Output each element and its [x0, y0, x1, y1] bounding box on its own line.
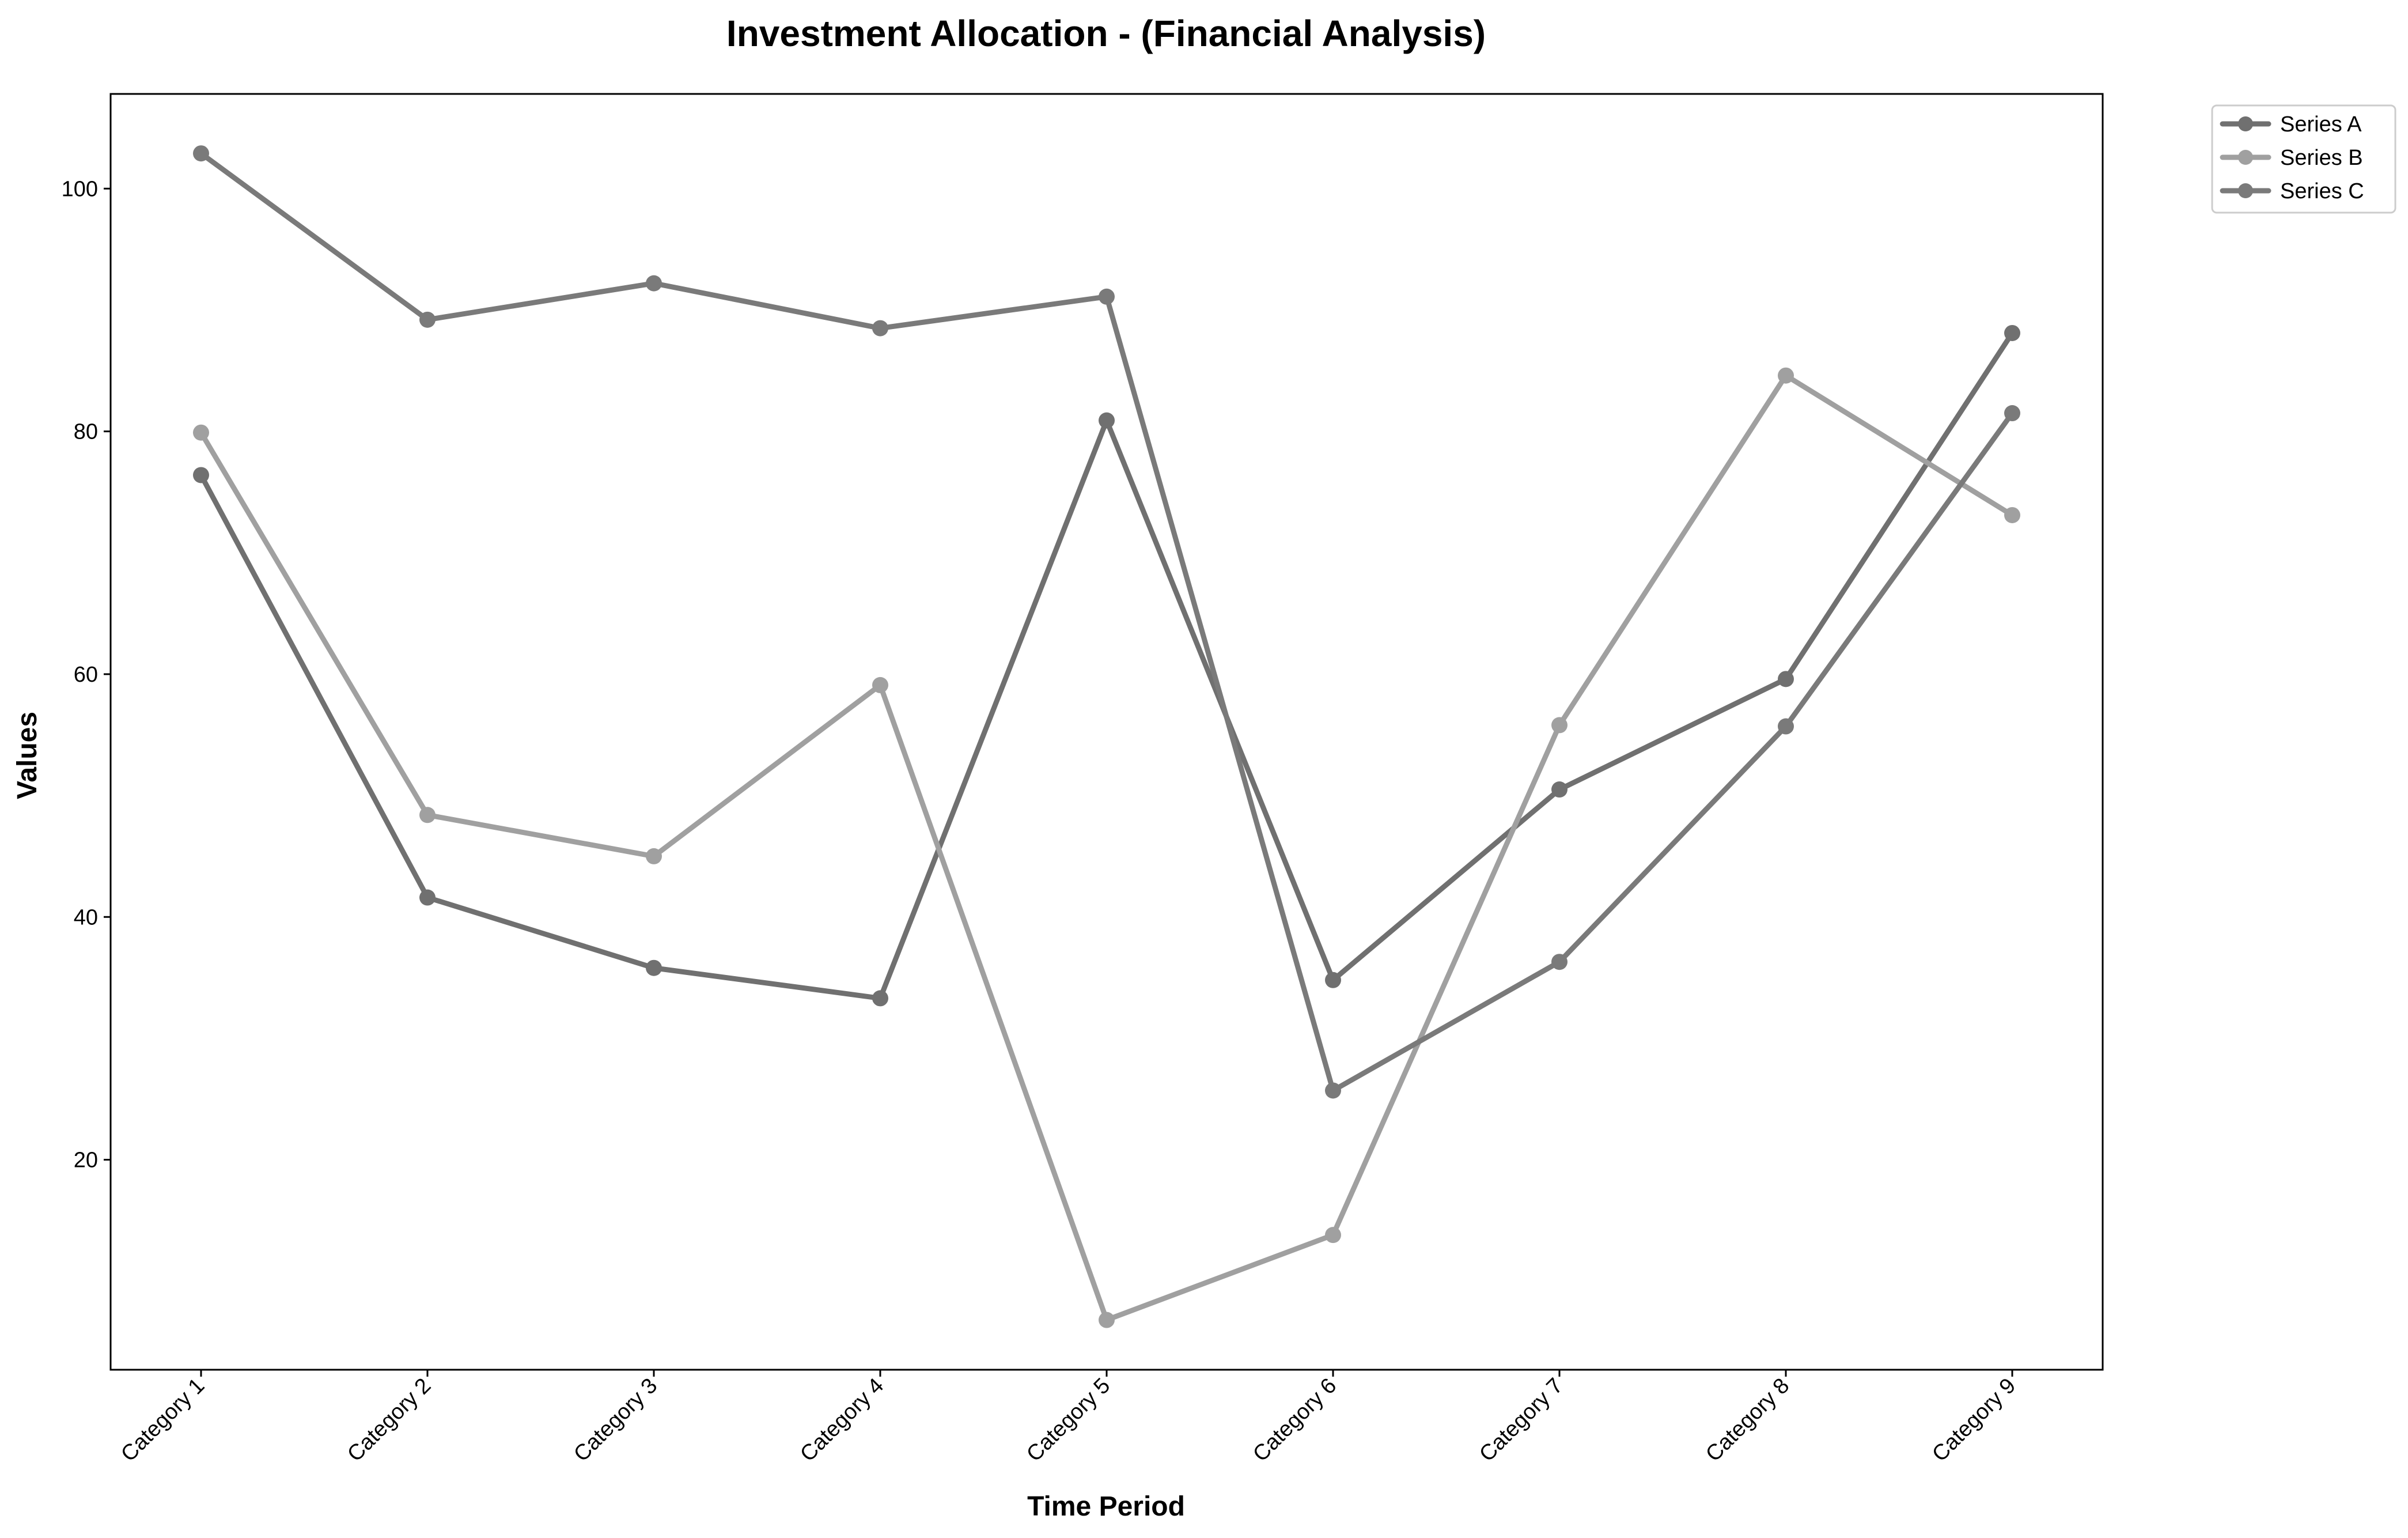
- data-point: [646, 959, 662, 976]
- data-point: [646, 848, 662, 864]
- legend-label: Series C: [2280, 179, 2364, 203]
- legend-item: Series B: [2220, 146, 2363, 170]
- data-point: [1325, 1227, 1341, 1244]
- data-point: [419, 807, 436, 823]
- series-c: [193, 145, 2020, 1099]
- data-point: [646, 275, 662, 292]
- series-a: [193, 324, 2020, 1007]
- legend-marker: [2238, 183, 2253, 198]
- legend: Series A Series B Series C: [2211, 104, 2396, 214]
- data-point: [1325, 972, 1341, 988]
- data-point: [2004, 507, 2020, 523]
- data-point: [2004, 324, 2020, 341]
- data-point: [419, 311, 436, 328]
- data-point: [1778, 367, 1794, 384]
- y-tick-label: 60: [74, 663, 98, 687]
- legend-label: Series B: [2280, 146, 2363, 170]
- data-point: [2004, 405, 2020, 422]
- data-point: [1778, 671, 1794, 687]
- data-point: [193, 145, 209, 162]
- chart-title: Investment Allocation - (Financial Analy…: [726, 13, 1486, 54]
- data-point: [1325, 1082, 1341, 1099]
- data-point: [872, 677, 888, 693]
- y-tick-label: 40: [74, 905, 98, 929]
- data-point: [1551, 954, 1568, 970]
- legend-item: Series C: [2220, 179, 2364, 203]
- y-tick-label: 100: [62, 177, 98, 201]
- y-tick-label: 20: [74, 1148, 98, 1173]
- legend-label: Series A: [2280, 112, 2362, 137]
- x-axis-label: Time Period: [1027, 1491, 1185, 1522]
- data-point: [1099, 288, 1115, 305]
- y-tick-label: 80: [74, 420, 98, 444]
- data-point: [1099, 1312, 1115, 1328]
- y-axis: 20 40 60 80 100: [62, 177, 111, 1173]
- data-point: [193, 467, 209, 483]
- data-point: [193, 424, 209, 441]
- y-axis-label: Values: [12, 712, 43, 799]
- legend-marker: [2238, 116, 2253, 131]
- data-point: [1551, 717, 1568, 734]
- legend-item: Series A: [2220, 112, 2362, 137]
- data-point: [872, 320, 888, 337]
- series-b: [193, 367, 2020, 1328]
- data-point: [1778, 718, 1794, 735]
- data-point: [1099, 412, 1115, 429]
- legend-frame: [2211, 104, 2396, 214]
- series-layer: [193, 145, 2020, 1328]
- data-point: [419, 889, 436, 906]
- data-point: [872, 990, 888, 1007]
- legend-marker: [2238, 150, 2253, 165]
- data-point: [1551, 781, 1568, 798]
